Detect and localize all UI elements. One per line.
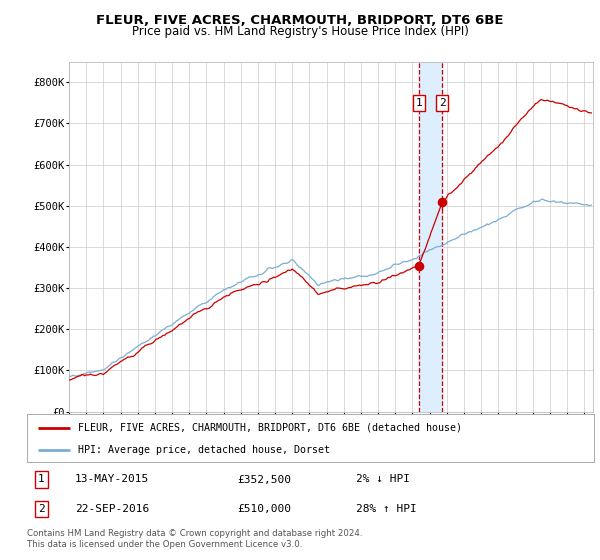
Text: 2: 2 [38,504,44,514]
Point [414,262,424,271]
Text: £352,500: £352,500 [237,474,291,484]
Text: 1: 1 [38,474,44,484]
Text: FLEUR, FIVE ACRES, CHARMOUTH, BRIDPORT, DT6 6BE: FLEUR, FIVE ACRES, CHARMOUTH, BRIDPORT, … [96,14,504,27]
Point [437,197,447,206]
Text: 2: 2 [439,98,446,108]
Bar [419,62,442,412]
Text: HPI: Average price, detached house, Dorset: HPI: Average price, detached house, Dors… [78,445,330,455]
Text: Price paid vs. HM Land Registry's House Price Index (HPI): Price paid vs. HM Land Registry's House … [131,25,469,38]
Text: 13-MAY-2015: 13-MAY-2015 [75,474,149,484]
Text: 2% ↓ HPI: 2% ↓ HPI [356,474,410,484]
Text: £510,000: £510,000 [237,504,291,514]
Text: 28% ↑ HPI: 28% ↑ HPI [356,504,416,514]
Text: 22-SEP-2016: 22-SEP-2016 [75,504,149,514]
Text: 1: 1 [415,98,422,108]
Text: Contains HM Land Registry data © Crown copyright and database right 2024.
This d: Contains HM Land Registry data © Crown c… [27,529,362,549]
Text: FLEUR, FIVE ACRES, CHARMOUTH, BRIDPORT, DT6 6BE (detached house): FLEUR, FIVE ACRES, CHARMOUTH, BRIDPORT, … [78,423,462,433]
